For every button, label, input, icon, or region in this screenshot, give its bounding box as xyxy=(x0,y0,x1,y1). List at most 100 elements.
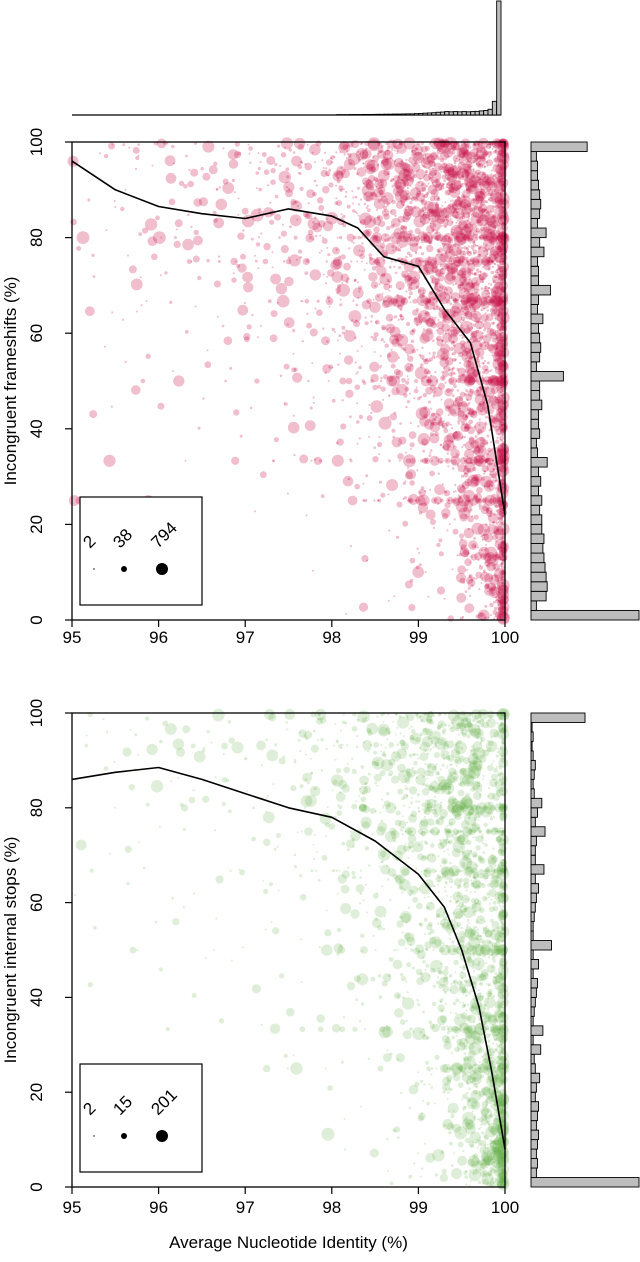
scatter-point xyxy=(369,301,381,313)
scatter-point xyxy=(393,368,401,376)
histogram-bar xyxy=(370,113,376,116)
scatter-point xyxy=(478,457,484,464)
scatter-point xyxy=(347,866,350,869)
scatter-point xyxy=(437,472,440,475)
scatter-point xyxy=(488,499,492,502)
scatter-point xyxy=(87,982,93,988)
scatter-point xyxy=(399,249,402,252)
scatter-point xyxy=(481,538,484,541)
scatter-point xyxy=(497,612,510,625)
scatter-point xyxy=(419,354,425,360)
scatter-point xyxy=(496,264,499,267)
scatter-point xyxy=(491,321,495,325)
scatter-point xyxy=(451,353,454,356)
scatter-point xyxy=(382,804,385,807)
scatter-point xyxy=(452,828,459,835)
scatter-point xyxy=(342,144,348,150)
scatter-point xyxy=(502,599,505,602)
scatter-point xyxy=(422,232,425,235)
scatter-point xyxy=(301,340,304,343)
scatter-point xyxy=(487,258,494,265)
scatter-point xyxy=(356,172,359,176)
scatter-point xyxy=(472,308,475,310)
scatter-point xyxy=(475,218,482,224)
scatter-point xyxy=(225,778,230,783)
scatter-point xyxy=(499,449,502,452)
scatter-point xyxy=(472,299,475,302)
scatter-point xyxy=(479,236,482,239)
scatter-point xyxy=(339,235,343,240)
scatter-point xyxy=(453,373,456,376)
scatter-point xyxy=(237,213,240,216)
scatter-point xyxy=(456,307,460,310)
scatter-point xyxy=(457,410,465,418)
scatter-point xyxy=(433,390,437,394)
scatter-point xyxy=(464,347,471,354)
scatter-point xyxy=(373,197,386,210)
scatter-point xyxy=(451,207,458,214)
scatter-point xyxy=(440,224,443,227)
scatter-point xyxy=(269,1023,281,1034)
scatter-point xyxy=(447,1091,450,1094)
scatter-point xyxy=(377,498,382,503)
histogram-bar xyxy=(530,562,546,573)
scatter-point xyxy=(470,284,475,289)
scatter-point xyxy=(499,453,502,456)
scatter-point xyxy=(321,1127,335,1141)
scatter-point xyxy=(433,260,436,263)
scatter-point xyxy=(472,252,476,255)
scatter-point xyxy=(478,418,481,421)
scatter-point xyxy=(459,199,472,212)
scatter-point xyxy=(366,159,380,173)
scatter-point xyxy=(471,476,479,484)
scatter-point xyxy=(399,1019,406,1025)
scatter-point xyxy=(437,157,441,161)
scatter-point xyxy=(458,147,466,156)
scatter-point xyxy=(400,161,409,171)
scatter-point xyxy=(367,137,381,150)
scatter-point xyxy=(439,443,443,446)
scatter-point xyxy=(485,479,494,488)
scatter-point xyxy=(474,317,481,324)
scatter-point xyxy=(327,1085,333,1091)
scatter-point xyxy=(444,457,451,464)
scatter-point xyxy=(422,232,434,244)
scatter-point xyxy=(307,202,310,205)
x-marginal-histogram xyxy=(72,0,502,116)
scatter-point xyxy=(419,293,425,299)
scatter-point xyxy=(449,256,452,259)
scatter-point xyxy=(437,149,440,152)
scatter-point xyxy=(447,155,450,158)
scatter-point xyxy=(190,225,193,228)
scatter-point xyxy=(460,212,463,215)
histogram-bar xyxy=(426,112,433,116)
scatter-point xyxy=(202,140,215,153)
scatter-point xyxy=(441,357,444,360)
scatter-point xyxy=(273,437,279,443)
scatter-point xyxy=(335,287,342,293)
scatter-point xyxy=(453,372,456,374)
scatter-point xyxy=(447,186,455,193)
histogram-bar xyxy=(530,170,538,181)
scatter-point xyxy=(359,221,362,224)
scatter-point xyxy=(416,547,419,550)
scatter-point xyxy=(457,284,462,289)
scatter-point xyxy=(286,728,289,731)
scatter-point xyxy=(360,219,366,225)
scatter-point xyxy=(398,436,407,445)
scatter-point xyxy=(485,457,490,462)
scatter-point xyxy=(458,177,461,181)
scatter-point xyxy=(464,423,470,430)
scatter-point xyxy=(500,459,503,462)
scatter-point xyxy=(466,293,475,302)
scatter-point xyxy=(502,260,505,263)
histogram-bar xyxy=(530,256,538,267)
scatter-point xyxy=(332,744,335,747)
scatter-point xyxy=(399,315,405,321)
scatter-point xyxy=(487,282,490,285)
scatter-point xyxy=(484,580,487,583)
scatter-point xyxy=(364,226,367,229)
scatter-point xyxy=(361,229,371,239)
scatter-point xyxy=(343,1148,346,1151)
scatter-point xyxy=(457,161,467,171)
